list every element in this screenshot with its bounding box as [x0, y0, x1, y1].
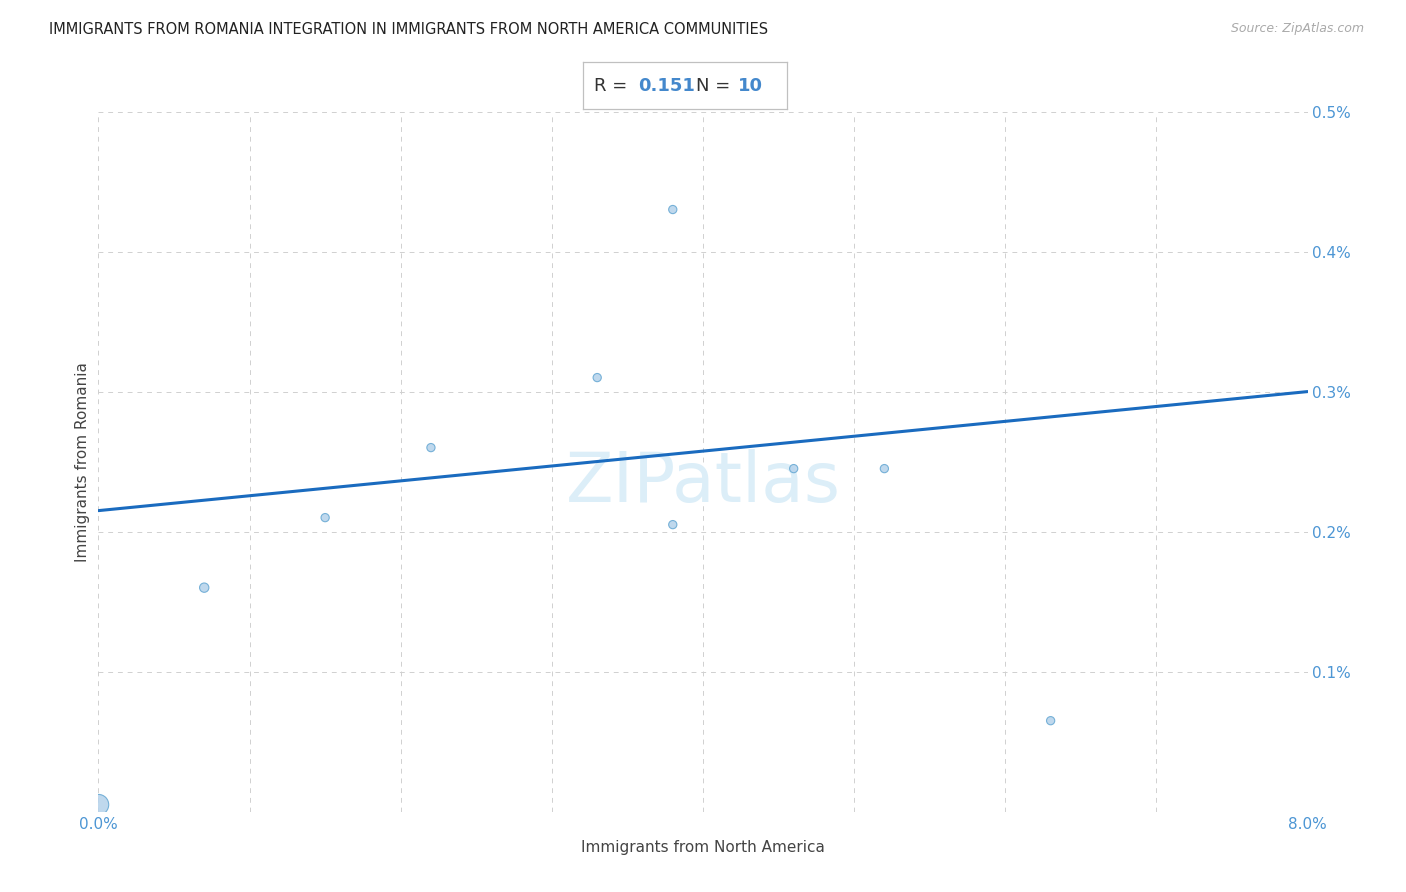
Point	[420, 441, 443, 455]
Text: Source: ZipAtlas.com: Source: ZipAtlas.com	[1230, 22, 1364, 36]
Text: N =: N =	[696, 77, 735, 95]
Point	[586, 370, 609, 384]
Text: 10: 10	[738, 77, 763, 95]
Point	[193, 581, 215, 595]
Text: ZIPatlas: ZIPatlas	[565, 449, 841, 516]
Point	[873, 461, 896, 475]
Y-axis label: Immigrants from Romania: Immigrants from Romania	[75, 361, 90, 562]
Point	[314, 510, 336, 524]
Point	[661, 517, 683, 532]
Text: R =: R =	[593, 77, 633, 95]
Text: IMMIGRANTS FROM ROMANIA INTEGRATION IN IMMIGRANTS FROM NORTH AMERICA COMMUNITIES: IMMIGRANTS FROM ROMANIA INTEGRATION IN I…	[49, 22, 768, 37]
Point	[1039, 714, 1062, 728]
Text: 0.151: 0.151	[638, 77, 696, 95]
X-axis label: Immigrants from North America: Immigrants from North America	[581, 840, 825, 855]
Point	[661, 202, 683, 217]
Point	[87, 797, 110, 812]
Point	[783, 461, 806, 475]
